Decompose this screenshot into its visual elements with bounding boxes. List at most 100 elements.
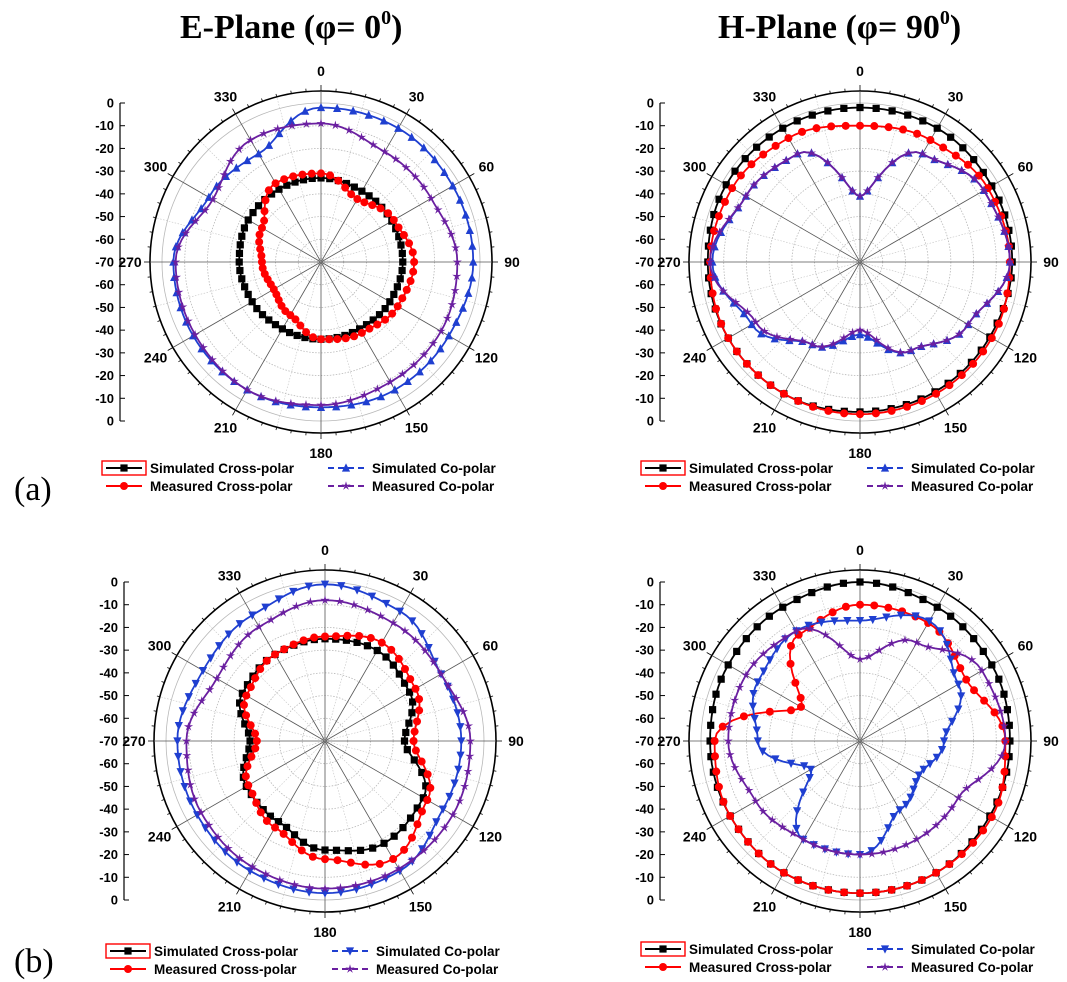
- radial-tick-label: -30: [635, 643, 654, 658]
- legend-marker: [124, 965, 132, 973]
- angle-tick: [889, 909, 891, 913]
- angle-tick: [163, 333, 167, 336]
- angle-tick: [702, 812, 706, 815]
- angle-tick: [182, 838, 186, 842]
- data-point: [718, 286, 728, 295]
- data-point: [932, 753, 941, 762]
- angle-label: 0: [321, 542, 329, 558]
- angle-tick: [149, 231, 153, 233]
- data-point: [266, 812, 274, 820]
- angle-tick: [736, 861, 740, 865]
- data-point: [433, 205, 443, 214]
- angle-tick: [161, 799, 165, 801]
- data-point: [413, 820, 422, 829]
- data-point: [855, 191, 865, 200]
- radial-tick-label: 0: [647, 96, 654, 111]
- data-point: [317, 169, 325, 178]
- data-point: [864, 651, 874, 661]
- data-point: [200, 205, 210, 215]
- data-point: [305, 882, 315, 892]
- data-point: [337, 582, 346, 591]
- data-point: [726, 708, 736, 718]
- legend-label: Measured Cross-polar: [150, 479, 293, 494]
- data-point: [887, 638, 897, 648]
- grid-spoke: [276, 261, 322, 428]
- data-point: [335, 596, 345, 606]
- radial-tick-label: -30: [95, 345, 114, 360]
- angle-tick: [969, 871, 973, 875]
- legend-label: Measured Co-polar: [911, 960, 1034, 975]
- data-point: [718, 722, 727, 731]
- data-point: [419, 182, 429, 192]
- angle-tick: [261, 422, 263, 426]
- angle-tick: [265, 577, 267, 581]
- data-point: [979, 168, 987, 177]
- data-point: [275, 128, 284, 138]
- angle-label: 0: [856, 63, 864, 79]
- data-point: [278, 325, 286, 333]
- data-point: [302, 328, 311, 337]
- angle-tick: [706, 652, 713, 656]
- angle-tick: [451, 149, 455, 153]
- data-point: [402, 285, 411, 294]
- angle-tick: [191, 628, 195, 632]
- angle-label: 0: [317, 63, 325, 79]
- angle-tick: [903, 93, 906, 97]
- data-point: [995, 675, 1003, 683]
- data-point: [382, 653, 390, 661]
- data-point: [879, 847, 889, 856]
- data-point: [917, 397, 926, 406]
- radial-tick-label: -30: [99, 643, 118, 658]
- angle-tick: [383, 577, 385, 581]
- data-point: [820, 844, 830, 853]
- radial-tick-label: 0: [111, 575, 118, 590]
- data-point: [275, 875, 285, 884]
- angle-tick: [1014, 667, 1018, 670]
- data-point: [411, 172, 421, 181]
- data-point: [225, 651, 235, 660]
- legend-marker: [341, 481, 351, 490]
- angle-tick: [167, 347, 174, 351]
- data-point: [266, 615, 276, 624]
- data-point: [189, 708, 199, 718]
- angle-tick: [434, 871, 438, 875]
- grid-spoke: [320, 140, 443, 263]
- data-point: [430, 155, 439, 164]
- data-point: [751, 796, 761, 806]
- data-point: [219, 169, 229, 179]
- polar-plot-2: 0 30 60 90 120 150 180 210 240 270 300 330 0 -10 -20 -3…: [635, 63, 1059, 461]
- grid-spoke: [324, 592, 411, 742]
- data-point: [932, 389, 941, 398]
- data-point: [1005, 257, 1015, 266]
- data-point: [730, 695, 740, 705]
- data-point: [980, 696, 989, 705]
- angle-tick: [717, 359, 721, 363]
- data-point: [369, 316, 377, 324]
- radial-tick-label: -20: [99, 620, 118, 635]
- data-point: [937, 644, 947, 654]
- data-point: [242, 754, 250, 762]
- data-point: [335, 883, 345, 892]
- data-point: [398, 266, 406, 275]
- data-point: [320, 883, 330, 893]
- data-point: [274, 880, 283, 889]
- data-point: [393, 283, 401, 291]
- series-measured-co-polar: [705, 148, 1015, 357]
- data-point: [351, 880, 361, 890]
- legend-box: [101, 460, 147, 476]
- data-point: [753, 143, 761, 151]
- angle-label: 90: [508, 733, 524, 749]
- data-point: [969, 838, 978, 847]
- data-point: [954, 680, 963, 689]
- angle-tick: [1020, 799, 1024, 801]
- data-point: [291, 601, 301, 611]
- angle-tick: [969, 128, 973, 132]
- angle-tick: [350, 90, 352, 94]
- legend-3: Simulated Cross-polar Measured Cross-pola…: [105, 943, 501, 977]
- angle-tick: [990, 850, 994, 854]
- data-point: [352, 586, 362, 595]
- data-point: [409, 698, 417, 706]
- data-point: [759, 667, 768, 676]
- angle-tick: [481, 320, 485, 322]
- data-point: [771, 755, 780, 764]
